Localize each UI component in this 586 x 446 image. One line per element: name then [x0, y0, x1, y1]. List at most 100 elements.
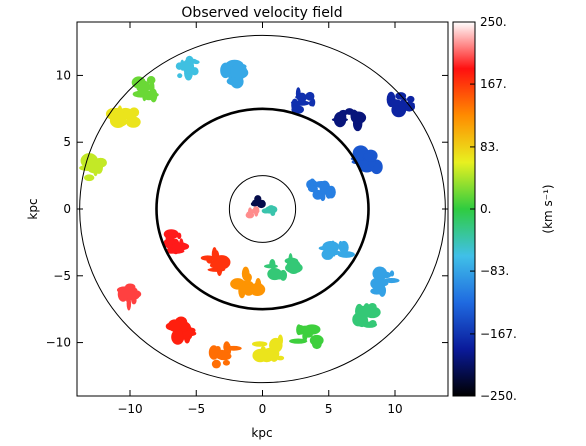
velocity-region [220, 59, 249, 89]
velocity-region [230, 266, 266, 299]
velocity-patch [372, 266, 388, 281]
velocity-patch [363, 149, 378, 162]
velocity-patch [406, 95, 415, 103]
velocity-patch [296, 324, 302, 336]
velocity-patch [340, 110, 347, 124]
velocity-region [261, 205, 278, 216]
y-tick-label: −10 [46, 336, 71, 350]
velocity-patch [124, 283, 136, 291]
velocity-patch [165, 234, 175, 242]
velocity-patch [211, 359, 221, 369]
velocity-patch [339, 240, 349, 255]
velocity-patch [383, 278, 400, 284]
colorbar-tick-label: −83. [480, 264, 509, 278]
velocity-patch [269, 337, 283, 353]
velocity-patch [389, 270, 395, 277]
x-axis: −10 −5 0 5 10 [117, 22, 403, 416]
velocity-patch [261, 208, 271, 214]
velocity-region [263, 253, 303, 281]
velocity-region [208, 341, 242, 369]
velocity-patch [259, 201, 265, 208]
ring-ellipse [228, 175, 297, 243]
velocity-patch [241, 266, 250, 281]
velocity-patch [214, 349, 227, 354]
ring-ellipse [155, 107, 370, 311]
velocity-region [352, 302, 381, 328]
x-axis-label: kpc [251, 426, 272, 440]
velocity-patch [254, 195, 262, 203]
colorbar-tick-label: 250. [480, 15, 507, 29]
velocity-patch [271, 272, 287, 280]
velocity-patch [252, 348, 268, 363]
velocity-patch [307, 185, 318, 193]
plot-frame [76, 21, 449, 397]
velocity-patch [249, 283, 266, 297]
y-tick-label: −5 [53, 269, 71, 283]
velocity-patch [230, 74, 244, 89]
velocity-patch [263, 264, 278, 269]
velocity-patch [177, 73, 183, 79]
velocity-patch [142, 91, 159, 98]
velocity-patch [276, 355, 285, 361]
velocity-patch [311, 339, 322, 350]
velocity-patch [131, 76, 146, 89]
velocity-patch [172, 242, 190, 251]
velocity-patch [368, 302, 377, 311]
velocity-patch [167, 319, 182, 332]
colorbar-tick-label: 83. [480, 140, 499, 154]
velocity-patch [222, 359, 230, 366]
velocity-region [370, 266, 400, 297]
velocity-patch [117, 286, 129, 302]
ring-ellipses [79, 34, 446, 384]
velocity-patch [131, 296, 137, 305]
velocity-patch [370, 277, 385, 290]
y-axis: 10 5 0 −5 −10 [46, 68, 448, 350]
velocity-patch [303, 324, 321, 335]
velocity-patch [355, 113, 364, 122]
chart-title: Observed velocity field [181, 5, 342, 21]
colorbar-tick-label: −250. [480, 389, 517, 403]
x-tick-label: 5 [325, 402, 333, 416]
velocity-patch [126, 116, 141, 128]
velocity-patch [362, 321, 378, 328]
x-tick-label: −5 [187, 402, 205, 416]
velocity-patch [245, 211, 255, 219]
colorbar-tick-label: −167. [480, 327, 517, 341]
velocity-patch [288, 253, 293, 269]
velocity-patch [182, 330, 197, 337]
velocity-patch [216, 352, 232, 361]
velocity-patch [254, 208, 259, 217]
velocity-patch [325, 186, 333, 199]
velocity-patch [182, 59, 195, 74]
velocity-region [245, 206, 260, 219]
velocity-patch [305, 91, 315, 101]
velocity-region [350, 145, 383, 175]
velocity-region [175, 55, 200, 81]
colorbar-tick-label: 167. [480, 77, 507, 91]
velocity-region [290, 87, 316, 114]
velocity-regions [79, 55, 416, 369]
velocity-patch [176, 232, 182, 240]
velocity-patch [381, 289, 386, 294]
velocity-patch [302, 330, 308, 342]
x-tick-label: 10 [387, 402, 402, 416]
velocity-patch [295, 94, 305, 100]
velocity-region [116, 283, 142, 311]
velocity-patch [355, 305, 372, 319]
velocity-region [250, 195, 266, 209]
y-axis-label: kpc [26, 198, 40, 219]
velocity-patch [94, 159, 102, 173]
colorbar-label: (km s⁻¹) [541, 184, 555, 233]
velocity-patch [389, 99, 402, 106]
velocity-patch [285, 262, 303, 274]
velocity-region [131, 76, 159, 103]
velocity-patch [312, 189, 324, 200]
velocity-patch [225, 345, 242, 351]
y-tick-label: 10 [56, 68, 71, 82]
velocity-region [79, 153, 107, 182]
velocity-patch [308, 100, 315, 107]
velocity-patch [232, 63, 247, 70]
velocity-patch [200, 255, 215, 261]
y-tick-label: 5 [63, 135, 71, 149]
